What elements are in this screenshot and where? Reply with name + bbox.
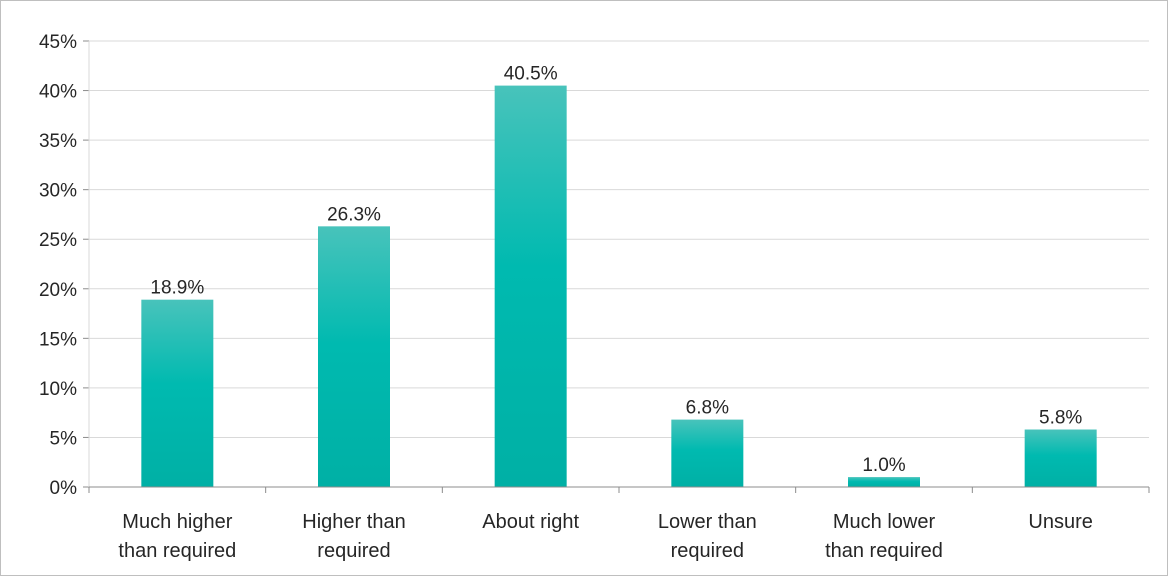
data-label: 26.3% (327, 204, 381, 225)
data-label: 5.8% (1039, 408, 1082, 429)
y-tick-label: 15% (39, 329, 77, 350)
x-axis-category-labels: Much higher than required Higher than requi… (118, 511, 1093, 562)
data-label: 6.8% (686, 398, 729, 419)
x-axis (88, 486, 1150, 493)
y-tick-label: 0% (50, 478, 78, 499)
gridlines (89, 40, 1149, 438)
y-tick-label: 40% (39, 82, 77, 103)
x-category-label: required (671, 540, 744, 562)
y-tick-label: 10% (39, 379, 77, 400)
data-label: 18.9% (150, 278, 204, 299)
x-category-label: About right (482, 511, 579, 533)
x-category-label: Higher than (302, 511, 405, 533)
bar (671, 419, 744, 487)
bars (141, 85, 1097, 488)
y-tick-label: 25% (39, 230, 77, 251)
data-labels: 18.9% 26.3% 40.5% 6.8% 1.0% 5.8% (150, 64, 1082, 476)
data-label: 40.5% (504, 64, 558, 85)
x-category-label: Much higher (122, 511, 232, 533)
x-category-label: than required (825, 540, 943, 562)
bar (141, 299, 214, 487)
y-tick-label: 45% (39, 32, 77, 53)
x-category-label: Much lower (833, 511, 936, 533)
x-category-label: required (317, 540, 390, 562)
y-axis-tick-labels: 0% 5% 10% 15% 20% 25% 30% 35% 40% 45% (39, 32, 90, 499)
y-tick-label: 30% (39, 181, 77, 202)
bar (318, 226, 390, 488)
y-tick-label: 5% (50, 428, 78, 449)
y-tick-label: 35% (39, 131, 77, 152)
x-category-label: Unsure (1028, 511, 1092, 533)
bar (848, 477, 920, 487)
x-category-label: than required (118, 540, 236, 562)
bar (494, 85, 567, 487)
bar (1024, 429, 1097, 487)
data-label: 1.0% (862, 455, 905, 476)
x-category-label: Lower than (658, 511, 757, 533)
y-tick-label: 20% (39, 280, 77, 301)
